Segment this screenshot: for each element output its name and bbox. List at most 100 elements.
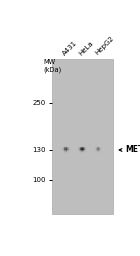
Bar — [64, 149, 65, 151]
Bar — [102, 148, 103, 150]
Bar — [64, 146, 65, 148]
Bar — [68, 146, 69, 147]
Bar — [83, 151, 84, 152]
Bar — [98, 146, 99, 147]
Bar — [62, 149, 63, 151]
Bar — [95, 147, 96, 148]
Bar — [68, 152, 69, 153]
Bar — [82, 149, 83, 151]
Bar — [87, 147, 88, 148]
Bar — [95, 151, 96, 152]
Bar — [69, 148, 70, 150]
Bar — [79, 149, 80, 151]
Bar — [70, 147, 71, 148]
Bar — [96, 147, 97, 148]
Bar — [84, 151, 85, 152]
Bar — [102, 151, 103, 152]
Bar — [95, 152, 96, 153]
Bar — [64, 150, 65, 151]
Bar — [99, 150, 100, 151]
Bar — [64, 146, 65, 147]
Bar — [87, 146, 88, 148]
Bar — [80, 146, 81, 147]
Bar — [99, 149, 100, 151]
Bar — [78, 151, 79, 152]
Bar — [97, 147, 98, 148]
Bar — [76, 148, 77, 150]
Bar — [64, 152, 65, 153]
Bar — [99, 150, 100, 151]
Bar — [78, 148, 79, 150]
Bar — [86, 146, 87, 148]
Bar — [101, 146, 102, 148]
Bar — [65, 148, 66, 150]
Bar — [97, 151, 98, 152]
Bar — [97, 146, 98, 147]
Bar — [70, 147, 71, 148]
Bar — [80, 146, 81, 148]
Bar — [95, 149, 96, 151]
Bar — [68, 151, 69, 152]
Bar — [99, 152, 100, 153]
Bar — [62, 147, 63, 148]
Text: 100: 100 — [32, 177, 46, 183]
Bar — [85, 147, 86, 148]
Bar — [101, 150, 102, 151]
Bar — [99, 148, 100, 150]
Bar — [66, 148, 67, 150]
Bar — [94, 151, 95, 152]
Bar — [102, 147, 103, 148]
Bar — [99, 146, 100, 147]
Text: HepG2: HepG2 — [94, 35, 115, 56]
Bar — [80, 151, 81, 152]
Bar — [84, 146, 85, 147]
Bar — [67, 147, 68, 148]
Bar — [76, 151, 77, 152]
Bar — [60, 146, 61, 147]
Bar — [80, 151, 81, 152]
Bar — [87, 149, 88, 151]
Bar — [80, 149, 81, 151]
Bar — [76, 152, 77, 153]
Bar — [77, 150, 78, 151]
Bar — [78, 150, 79, 151]
Bar — [77, 150, 78, 151]
Bar — [87, 152, 88, 153]
Bar — [66, 149, 67, 151]
Bar — [87, 147, 88, 148]
Bar — [67, 146, 68, 147]
Bar — [98, 151, 99, 152]
Bar — [87, 152, 88, 153]
Bar — [96, 147, 97, 148]
Bar — [94, 150, 95, 151]
Bar — [70, 146, 71, 147]
Bar — [67, 148, 68, 150]
Bar — [98, 149, 99, 151]
Bar — [63, 151, 64, 152]
Bar — [83, 150, 84, 151]
Bar — [102, 149, 103, 151]
Bar — [101, 149, 102, 151]
Bar — [80, 150, 81, 151]
Bar — [69, 152, 70, 153]
Bar — [84, 148, 85, 150]
Bar — [67, 152, 68, 153]
Bar — [79, 147, 80, 148]
Bar — [79, 146, 80, 147]
Bar — [100, 151, 101, 152]
Bar — [79, 152, 80, 153]
Bar — [99, 149, 100, 151]
Bar — [63, 146, 64, 147]
Bar — [76, 150, 77, 151]
Bar — [94, 147, 95, 148]
Bar — [79, 148, 80, 150]
Bar — [69, 151, 70, 152]
Bar — [100, 147, 101, 148]
Text: A431: A431 — [62, 39, 79, 56]
Bar — [61, 150, 62, 151]
Bar — [81, 151, 82, 152]
Bar — [67, 149, 68, 151]
Bar — [86, 147, 87, 148]
Bar — [95, 147, 96, 148]
Bar — [98, 146, 99, 147]
